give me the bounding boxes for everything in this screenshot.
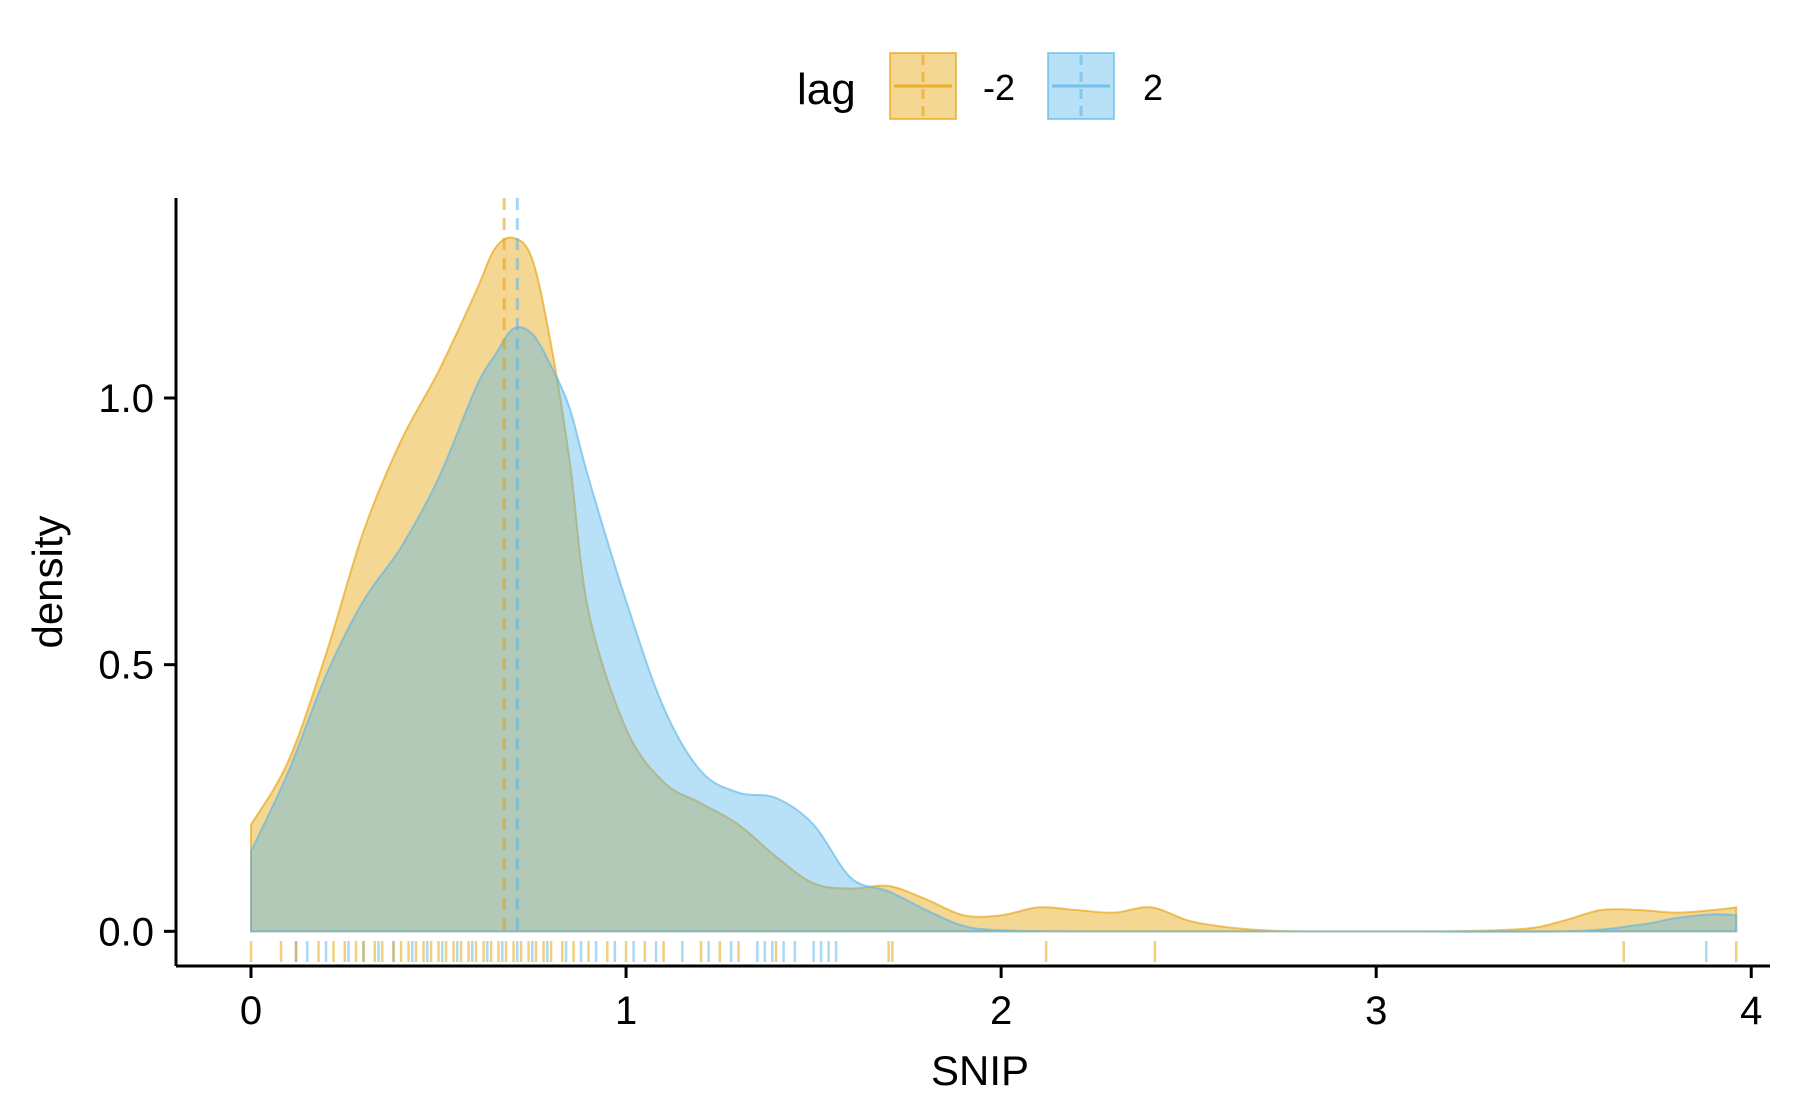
y-axis-title: density <box>24 515 71 648</box>
y-tick-label: 0.5 <box>98 644 154 688</box>
y-tick-label: 1.0 <box>98 377 154 421</box>
y-tick-label: 0.0 <box>98 910 154 954</box>
legend-items: -2 2 <box>889 52 1163 120</box>
density-area-lag-2 <box>250 326 1738 933</box>
x-tick-label: 0 <box>240 989 262 1033</box>
legend-title: lag <box>797 65 856 114</box>
legend-item-lag-m2: -2 <box>889 52 1015 120</box>
y-ticks: 0.0 0.5 1.0 <box>98 377 176 954</box>
mean-lines <box>502 198 519 932</box>
legend-label-lag-2: 2 <box>1143 67 1163 108</box>
legend-item-lag-2: 2 <box>1047 52 1163 120</box>
x-tick-label: 4 <box>1740 989 1762 1033</box>
x-ticks: 0 1 2 3 4 <box>240 966 1762 1033</box>
axes <box>174 198 1770 968</box>
density-areas <box>250 236 1738 933</box>
rug-marks <box>249 941 1738 962</box>
x-axis-title: SNIP <box>931 1047 1029 1094</box>
x-tick-label: 1 <box>615 989 637 1033</box>
legend: lag -2 2 <box>797 52 1163 120</box>
legend-label-lag-m2: -2 <box>983 67 1015 108</box>
x-tick-label: 3 <box>1365 989 1387 1033</box>
x-tick-label: 2 <box>990 989 1012 1033</box>
